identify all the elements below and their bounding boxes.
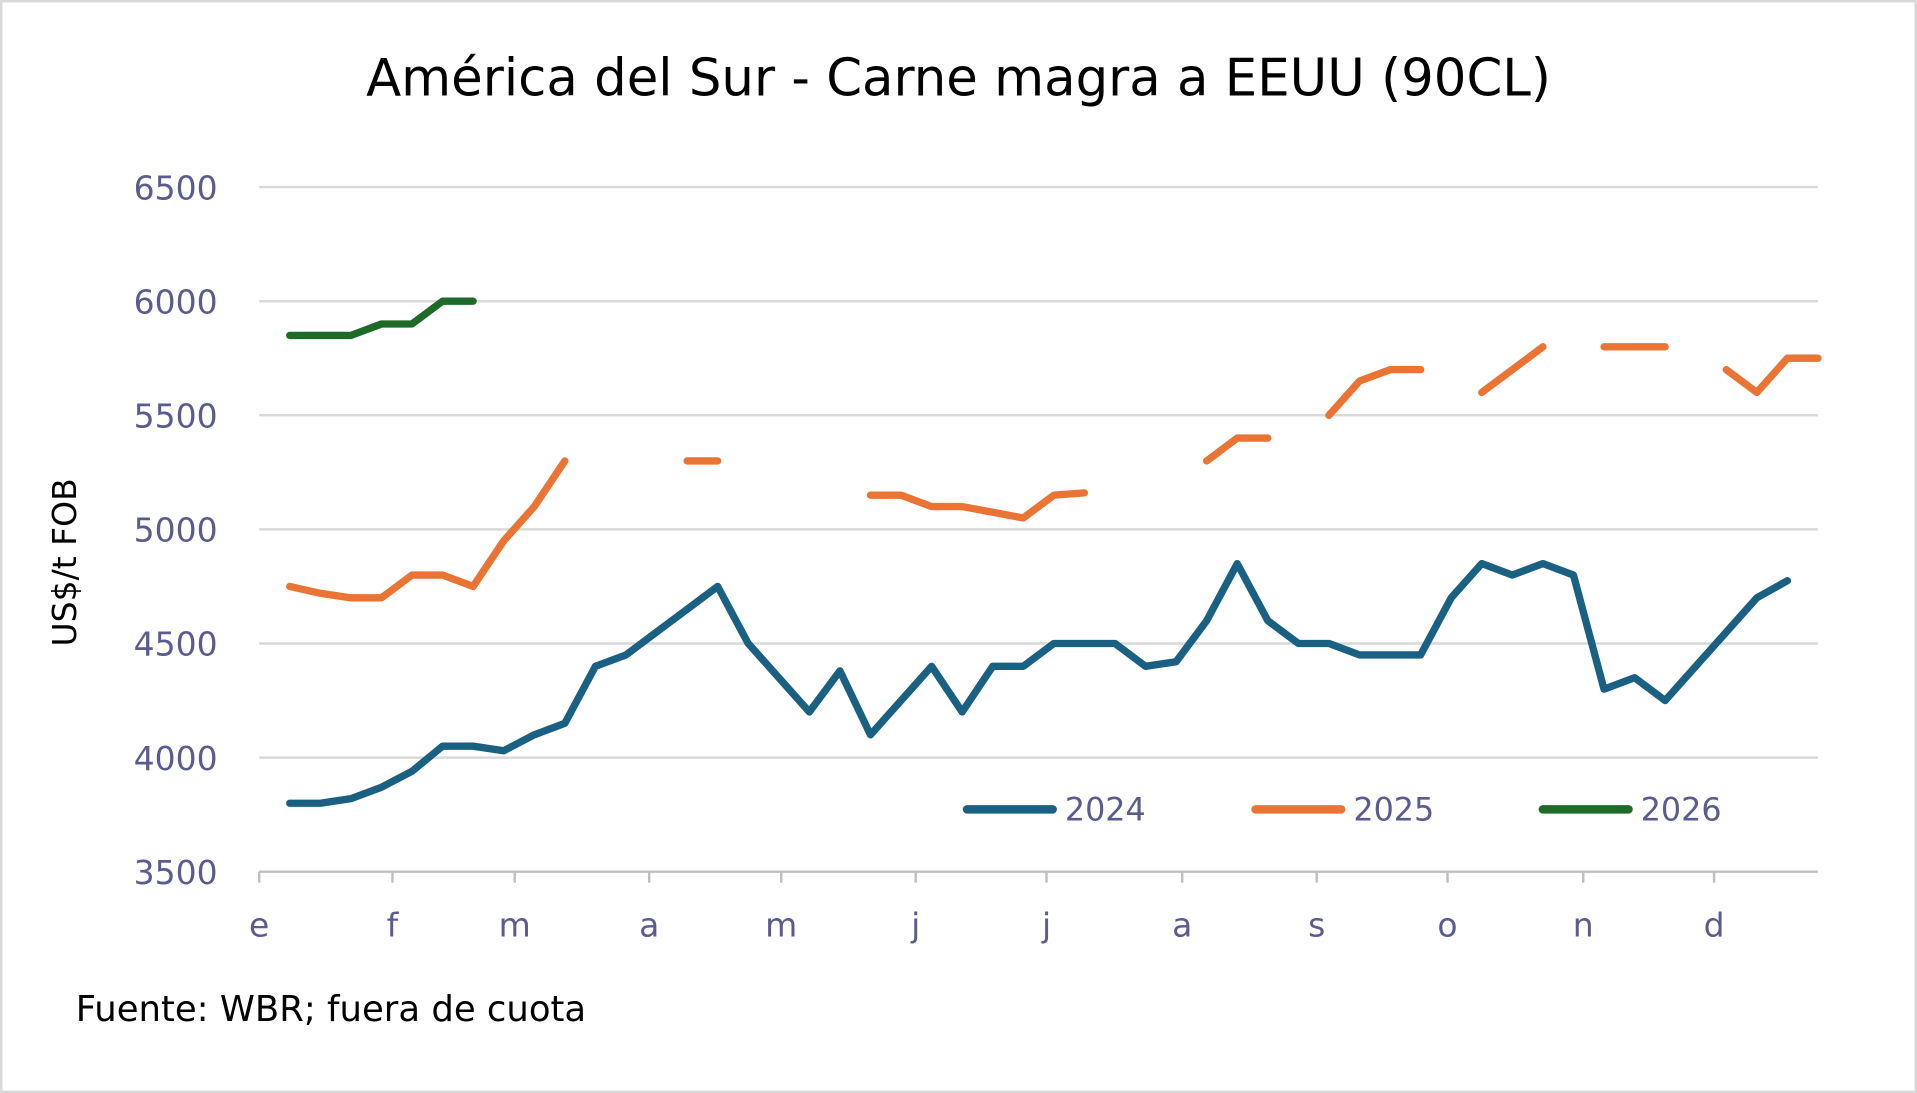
- x-tick-label: e: [249, 906, 269, 945]
- series-2025-line: [286, 457, 569, 602]
- x-tick-label: n: [1573, 906, 1594, 945]
- y-tick-label: 6000: [134, 282, 218, 321]
- x-tick-label: o: [1437, 906, 1457, 945]
- x-tick-label: j: [910, 906, 920, 945]
- x-tick-label: j: [1041, 906, 1051, 945]
- y-tick-label: 5500: [134, 397, 218, 436]
- series-2024-line: [286, 559, 1792, 807]
- x-tick-label: d: [1704, 906, 1725, 945]
- series-2025-line: [1478, 343, 1547, 397]
- series-2025-line: [1325, 365, 1425, 419]
- series-2026-line: [286, 297, 477, 340]
- source-note: Fuente: WBR; fuera de cuota: [76, 989, 586, 1030]
- y-tick-label: 4000: [134, 739, 218, 778]
- y-tick-label: 5000: [134, 511, 218, 550]
- legend-label-2024: 2024: [1065, 792, 1146, 828]
- x-tick-label: a: [1172, 906, 1192, 945]
- y-tick-label: 6500: [134, 168, 218, 207]
- legend-label-2025: 2025: [1353, 792, 1434, 828]
- legend-label-2026: 2026: [1641, 792, 1722, 828]
- y-axis-label: US$/t FOB: [45, 478, 84, 646]
- x-tick-label: a: [639, 906, 659, 945]
- y-tick-label: 4500: [134, 625, 218, 664]
- x-tick-label: m: [499, 906, 531, 945]
- x-tick-label: m: [765, 906, 797, 945]
- series-2025-line: [1203, 434, 1272, 465]
- series-2025-line: [866, 489, 1089, 522]
- y-tick-label: 3500: [134, 853, 218, 892]
- chart-title: América del Sur - Carne magra a EEUU (90…: [366, 48, 1551, 108]
- series-2025-line: [1722, 354, 1822, 397]
- x-tick-label: s: [1308, 906, 1325, 945]
- x-tick-label: f: [387, 906, 400, 945]
